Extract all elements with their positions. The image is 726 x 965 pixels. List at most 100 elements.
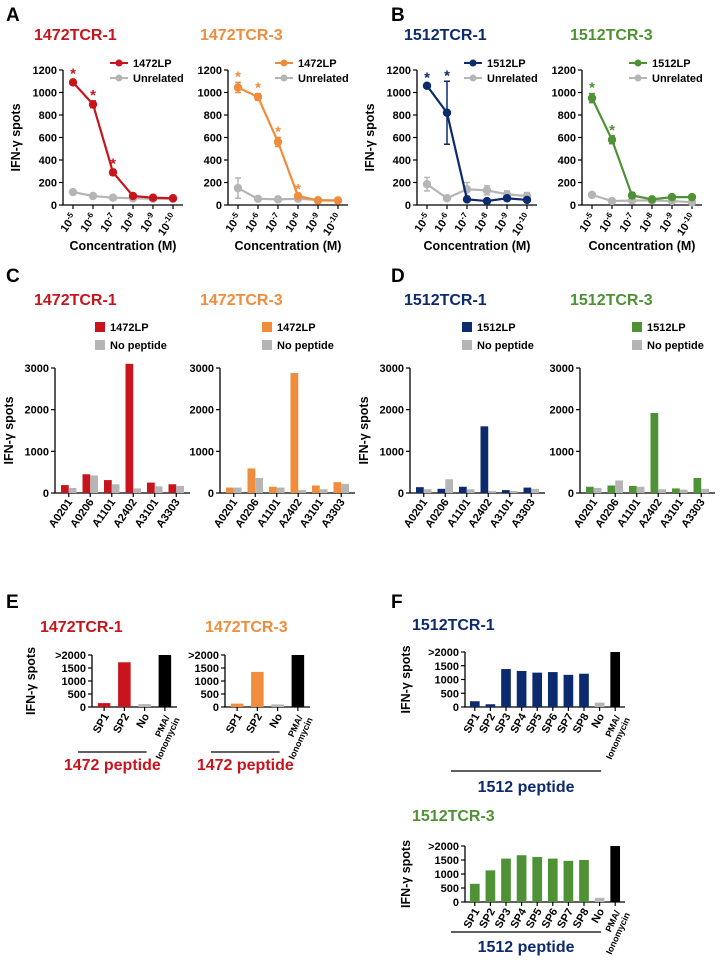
line-chart-3: 1512TCR-302004006008001000120010-510-610… <box>552 27 703 253</box>
bar-1512LP-A1101 <box>629 485 637 493</box>
y-tick-label: 1000 <box>552 88 576 100</box>
y-tick-label: 1500 <box>435 855 459 867</box>
chart-title: 1512TCR-3 <box>570 27 653 44</box>
bar-No peptide-A3101 <box>154 486 163 493</box>
bar-SP2 <box>485 704 496 707</box>
x-tick-label: SP2 <box>477 907 498 931</box>
x-tick-label: 10-7 <box>451 210 474 234</box>
x-tick-label: SP1 <box>462 712 483 736</box>
x-tick-label: SP6 <box>540 712 561 736</box>
data-point <box>647 195 657 204</box>
data-point <box>442 194 452 203</box>
y-tick-label: 0 <box>570 200 576 212</box>
bar-1472LP-A3101 <box>147 482 155 493</box>
legend-label: 1472LP <box>110 322 149 334</box>
series-line-Unrelated <box>426 183 528 200</box>
panel-label-B: B <box>391 5 405 26</box>
y-tick-label: 0 <box>453 702 459 714</box>
bar-SP2 <box>485 870 496 902</box>
y-tick-label: 600 <box>39 133 57 145</box>
y-tick-label: 800 <box>558 110 576 122</box>
x-tick-label: SP2 <box>244 712 265 736</box>
data-point <box>607 135 617 144</box>
grouped-bar-chart-5: 1472TCR-30100020003000A0201A0206A1101A24… <box>190 292 355 530</box>
group-label: 1512 peptide <box>478 779 575 796</box>
bar-1512LP-A0206 <box>607 485 616 493</box>
x-tick-label: SP1 <box>224 712 245 736</box>
data-point <box>442 108 452 117</box>
x-tick-label: 10-5 <box>222 210 245 234</box>
x-tick-label: 10-8 <box>117 210 140 234</box>
y-tick-label: 0 <box>568 488 574 500</box>
bar-SP2 <box>118 662 131 707</box>
y-tick-label: 1500 <box>435 661 459 673</box>
legend-swatch <box>632 340 642 350</box>
legend-label: 1472LP <box>277 322 316 334</box>
x-tick-label: 10-10 <box>154 210 179 238</box>
bar-1512LP-A3303 <box>693 478 702 493</box>
y-tick-label: 1200 <box>198 65 222 77</box>
y-tick-label: 0 <box>208 488 214 500</box>
data-point <box>482 196 492 206</box>
data-point <box>667 192 677 202</box>
axes <box>579 368 715 494</box>
bar-1472LP-A0206 <box>247 468 256 493</box>
axes <box>54 368 190 494</box>
chart-title: 1512TCR-1 <box>404 292 487 309</box>
line-chart-1: 1472TCR-302004006008001000120010-510-610… <box>198 27 349 253</box>
y-tick-label: 0 <box>453 897 459 909</box>
data-point <box>293 191 303 201</box>
y-tick-label: 1000 <box>25 446 49 458</box>
chart-title: 1472TCR-1 <box>34 27 117 44</box>
x-tick-label: No <box>267 711 285 730</box>
x-tick-label: A3303 <box>154 497 182 530</box>
legend-swatch <box>262 340 272 350</box>
bar-1472LP-A0201 <box>226 487 234 493</box>
legend-marker <box>280 59 288 67</box>
panel-label-C: C <box>6 266 20 287</box>
y-tick-label: 1000 <box>195 676 219 688</box>
x-tick-label: SP1 <box>462 907 483 931</box>
x-tick-label: 10-8 <box>282 210 305 234</box>
y-tick-label: 200 <box>204 178 222 190</box>
significance-star: * <box>589 80 595 97</box>
bar-No peptide-A3101 <box>679 489 688 493</box>
legend-label: No peptide <box>647 340 704 352</box>
data-point <box>333 196 343 205</box>
bar-No <box>594 897 605 902</box>
y-tick-label: >2000 <box>428 841 459 853</box>
data-point <box>233 183 243 193</box>
y-tick-label: 1200 <box>33 65 57 77</box>
legend-swatch <box>462 340 472 350</box>
y-tick-label: 1000 <box>550 446 574 458</box>
x-tick-label: SP6 <box>540 907 561 931</box>
bar-PMAIonomycin <box>610 846 621 902</box>
x-tick-label: SP2 <box>111 712 132 736</box>
y-tick-label: 2000 <box>380 405 404 417</box>
bar-No peptide-A2402 <box>488 490 496 493</box>
legend-label: Unrelated <box>652 73 703 85</box>
bar-SP3 <box>501 858 511 902</box>
x-tick-label: 10-6 <box>77 210 100 234</box>
bar-SP7 <box>563 860 574 902</box>
bar-SP4 <box>516 855 527 902</box>
group-label: 1472 peptide <box>197 757 294 774</box>
bar-No peptide-A0206 <box>90 475 98 493</box>
data-point <box>627 191 637 200</box>
bar-1512LP-A0201 <box>416 487 424 493</box>
y-tick-label: 0 <box>405 200 411 212</box>
x-tick-label: 10-5 <box>57 210 80 234</box>
x-tick-label: SP7 <box>555 712 576 736</box>
bar-No peptide-A0201 <box>233 487 242 493</box>
legend-marker <box>634 59 642 67</box>
y-axis-label: IFN-γ spots <box>399 645 413 713</box>
y-tick-label: 200 <box>393 178 411 190</box>
x-tick-label: A3303 <box>319 497 347 530</box>
legend-marker <box>469 59 477 67</box>
bar-1472LP-A2402 <box>125 363 134 493</box>
legend-marker <box>115 59 123 67</box>
